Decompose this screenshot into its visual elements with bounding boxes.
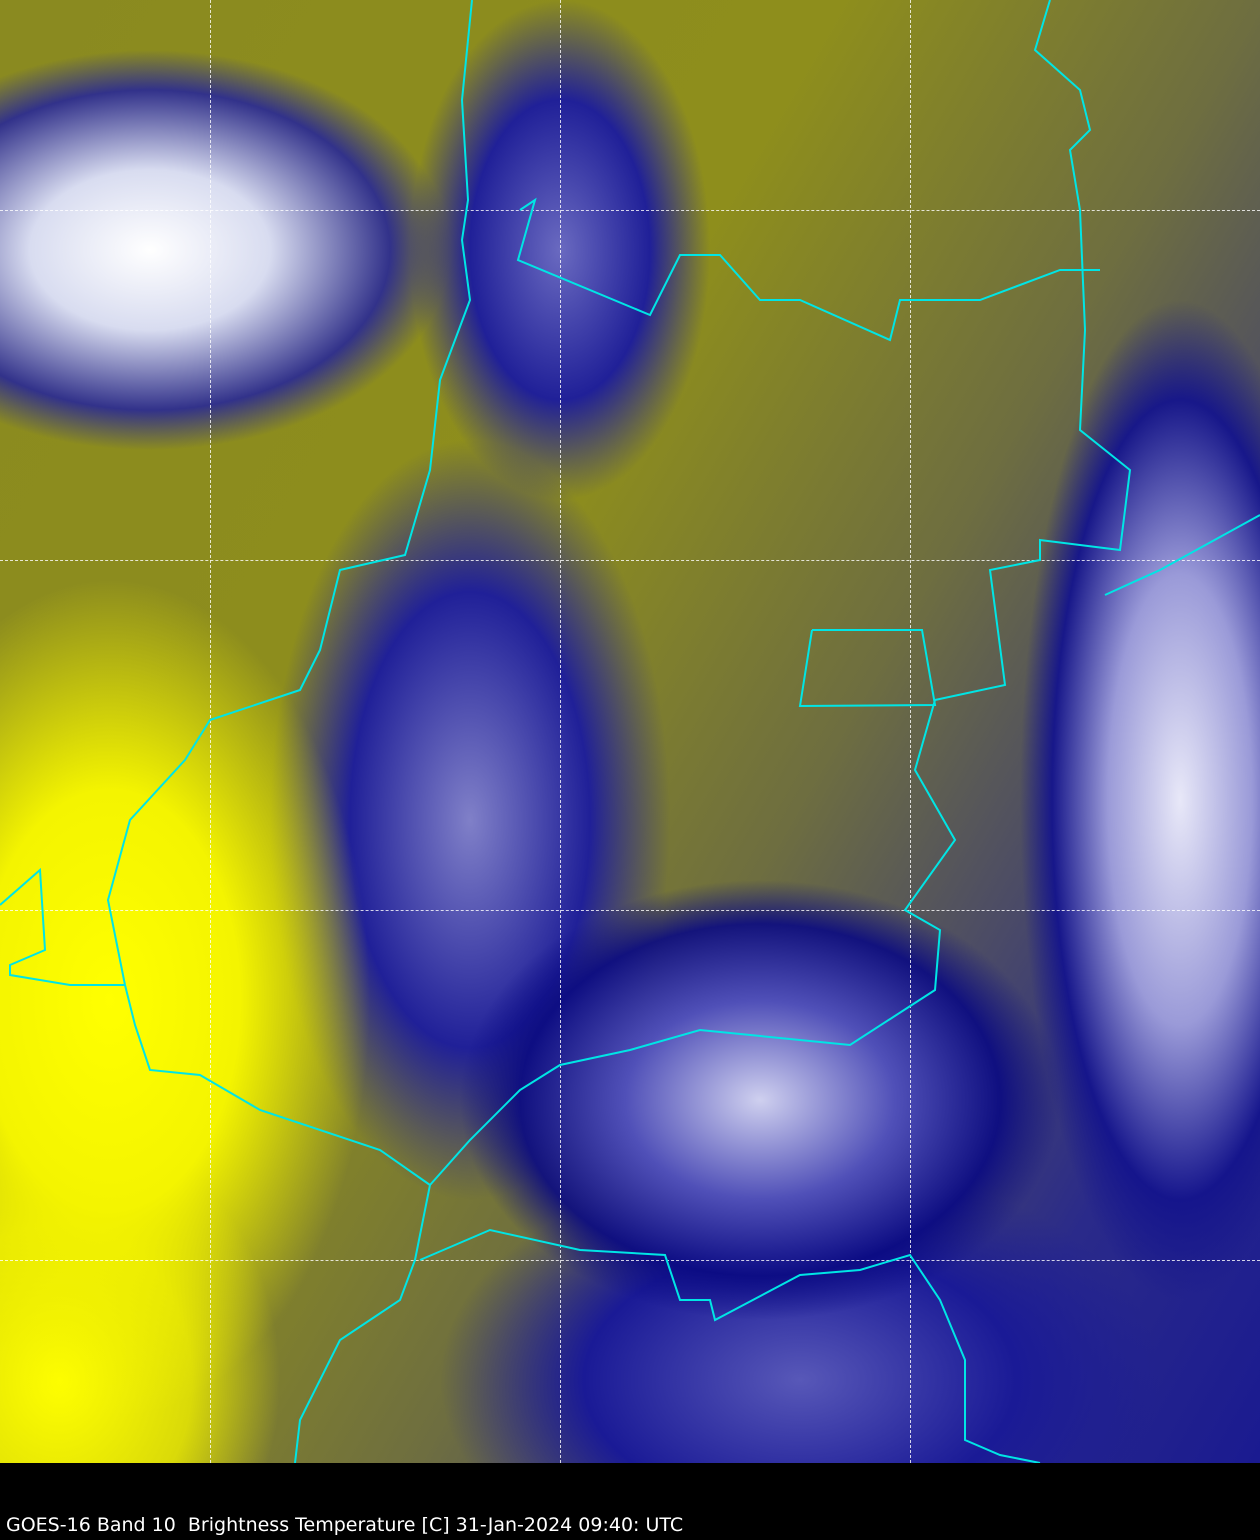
border-line [106, 0, 473, 1463]
political-borders [0, 0, 1260, 1463]
grid-line-horizontal [0, 210, 1260, 211]
satellite-image [0, 0, 1260, 1463]
border-line [419, 1228, 1041, 1463]
border-line [516, 197, 1100, 342]
grid-line-vertical [910, 0, 911, 1463]
image-caption: GOES-16 Band 10 Brightness Temperature [… [6, 1514, 684, 1536]
border-line [0, 867, 125, 986]
grid-line-vertical [210, 0, 211, 1463]
grid-line-vertical [560, 0, 561, 1463]
border-line [429, 0, 1132, 1186]
border-line [798, 629, 937, 708]
grid-line-horizontal [0, 1260, 1260, 1261]
grid-line-horizontal [0, 910, 1260, 911]
grid-line-horizontal [0, 560, 1260, 561]
border-line [1104, 514, 1260, 596]
